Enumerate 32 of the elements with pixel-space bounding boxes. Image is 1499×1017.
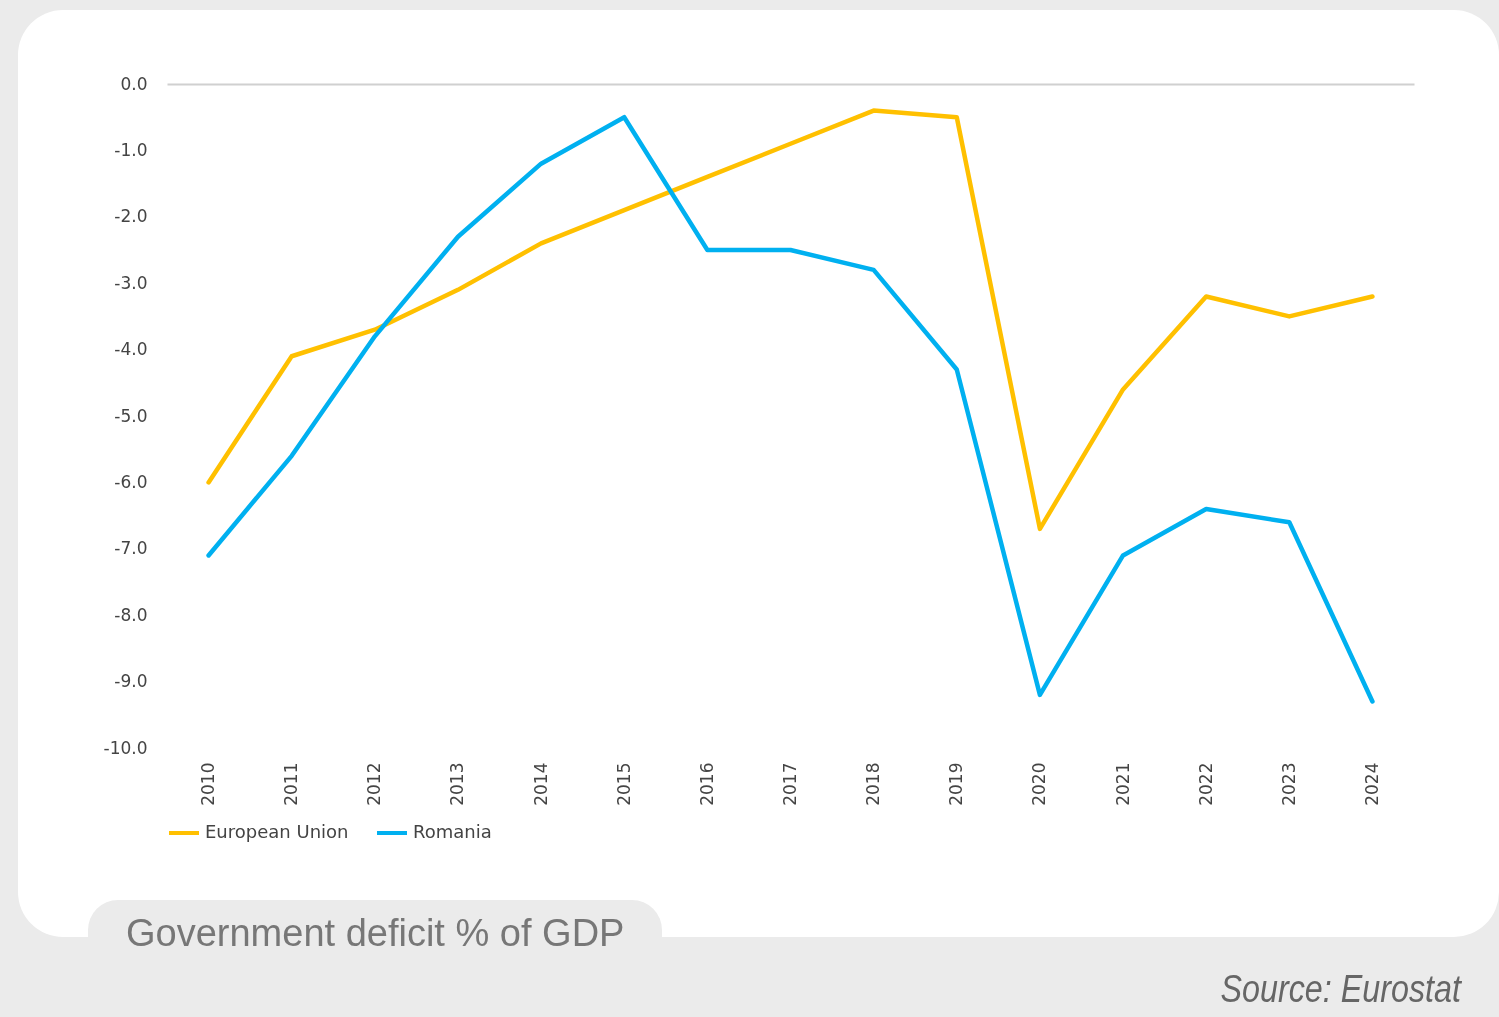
y-tick-label: -1.0	[114, 139, 148, 160]
x-tick-label: 2024	[1361, 762, 1382, 806]
y-tick-label: -8.0	[114, 604, 148, 625]
x-tick-label: 2013	[447, 762, 468, 806]
x-tick-label: 2016	[696, 762, 717, 806]
y-tick-label: -5.0	[114, 405, 148, 426]
y-tick-label: -4.0	[114, 339, 148, 360]
x-tick-label: 2015	[613, 762, 634, 806]
x-tick-label: 2010	[198, 762, 219, 806]
y-tick-label: 0.0	[120, 73, 148, 94]
legend-label: European Union	[205, 821, 349, 842]
x-tick-label: 2011	[281, 762, 302, 806]
line-series	[206, 114, 1375, 704]
x-tick-label: 2018	[863, 762, 884, 806]
y-tick-label: -9.0	[114, 671, 148, 692]
x-tick-label: 2020	[1029, 762, 1050, 806]
source-note: Source: Eurostat	[1220, 968, 1461, 1011]
x-tick-label: 2021	[1112, 762, 1133, 806]
x-tick-label: 2012	[364, 762, 385, 806]
x-tick-label: 2023	[1278, 762, 1299, 806]
x-tick-label: 2022	[1195, 762, 1216, 806]
legend-label: Romania	[413, 821, 492, 842]
y-tick-label: -10.0	[103, 737, 148, 758]
y-tick-label: -3.0	[114, 272, 148, 293]
x-tick-label: 2014	[530, 762, 551, 806]
line-series	[206, 108, 1375, 532]
text: Government deficit % of GDP	[125, 911, 626, 954]
y-tick-label: -2.0	[114, 206, 148, 227]
x-tick-label: 2019	[946, 762, 967, 806]
y-tick-label: -7.0	[114, 538, 148, 559]
y-tick-label: -6.0	[114, 471, 148, 492]
x-tick-label: 2017	[780, 762, 800, 806]
